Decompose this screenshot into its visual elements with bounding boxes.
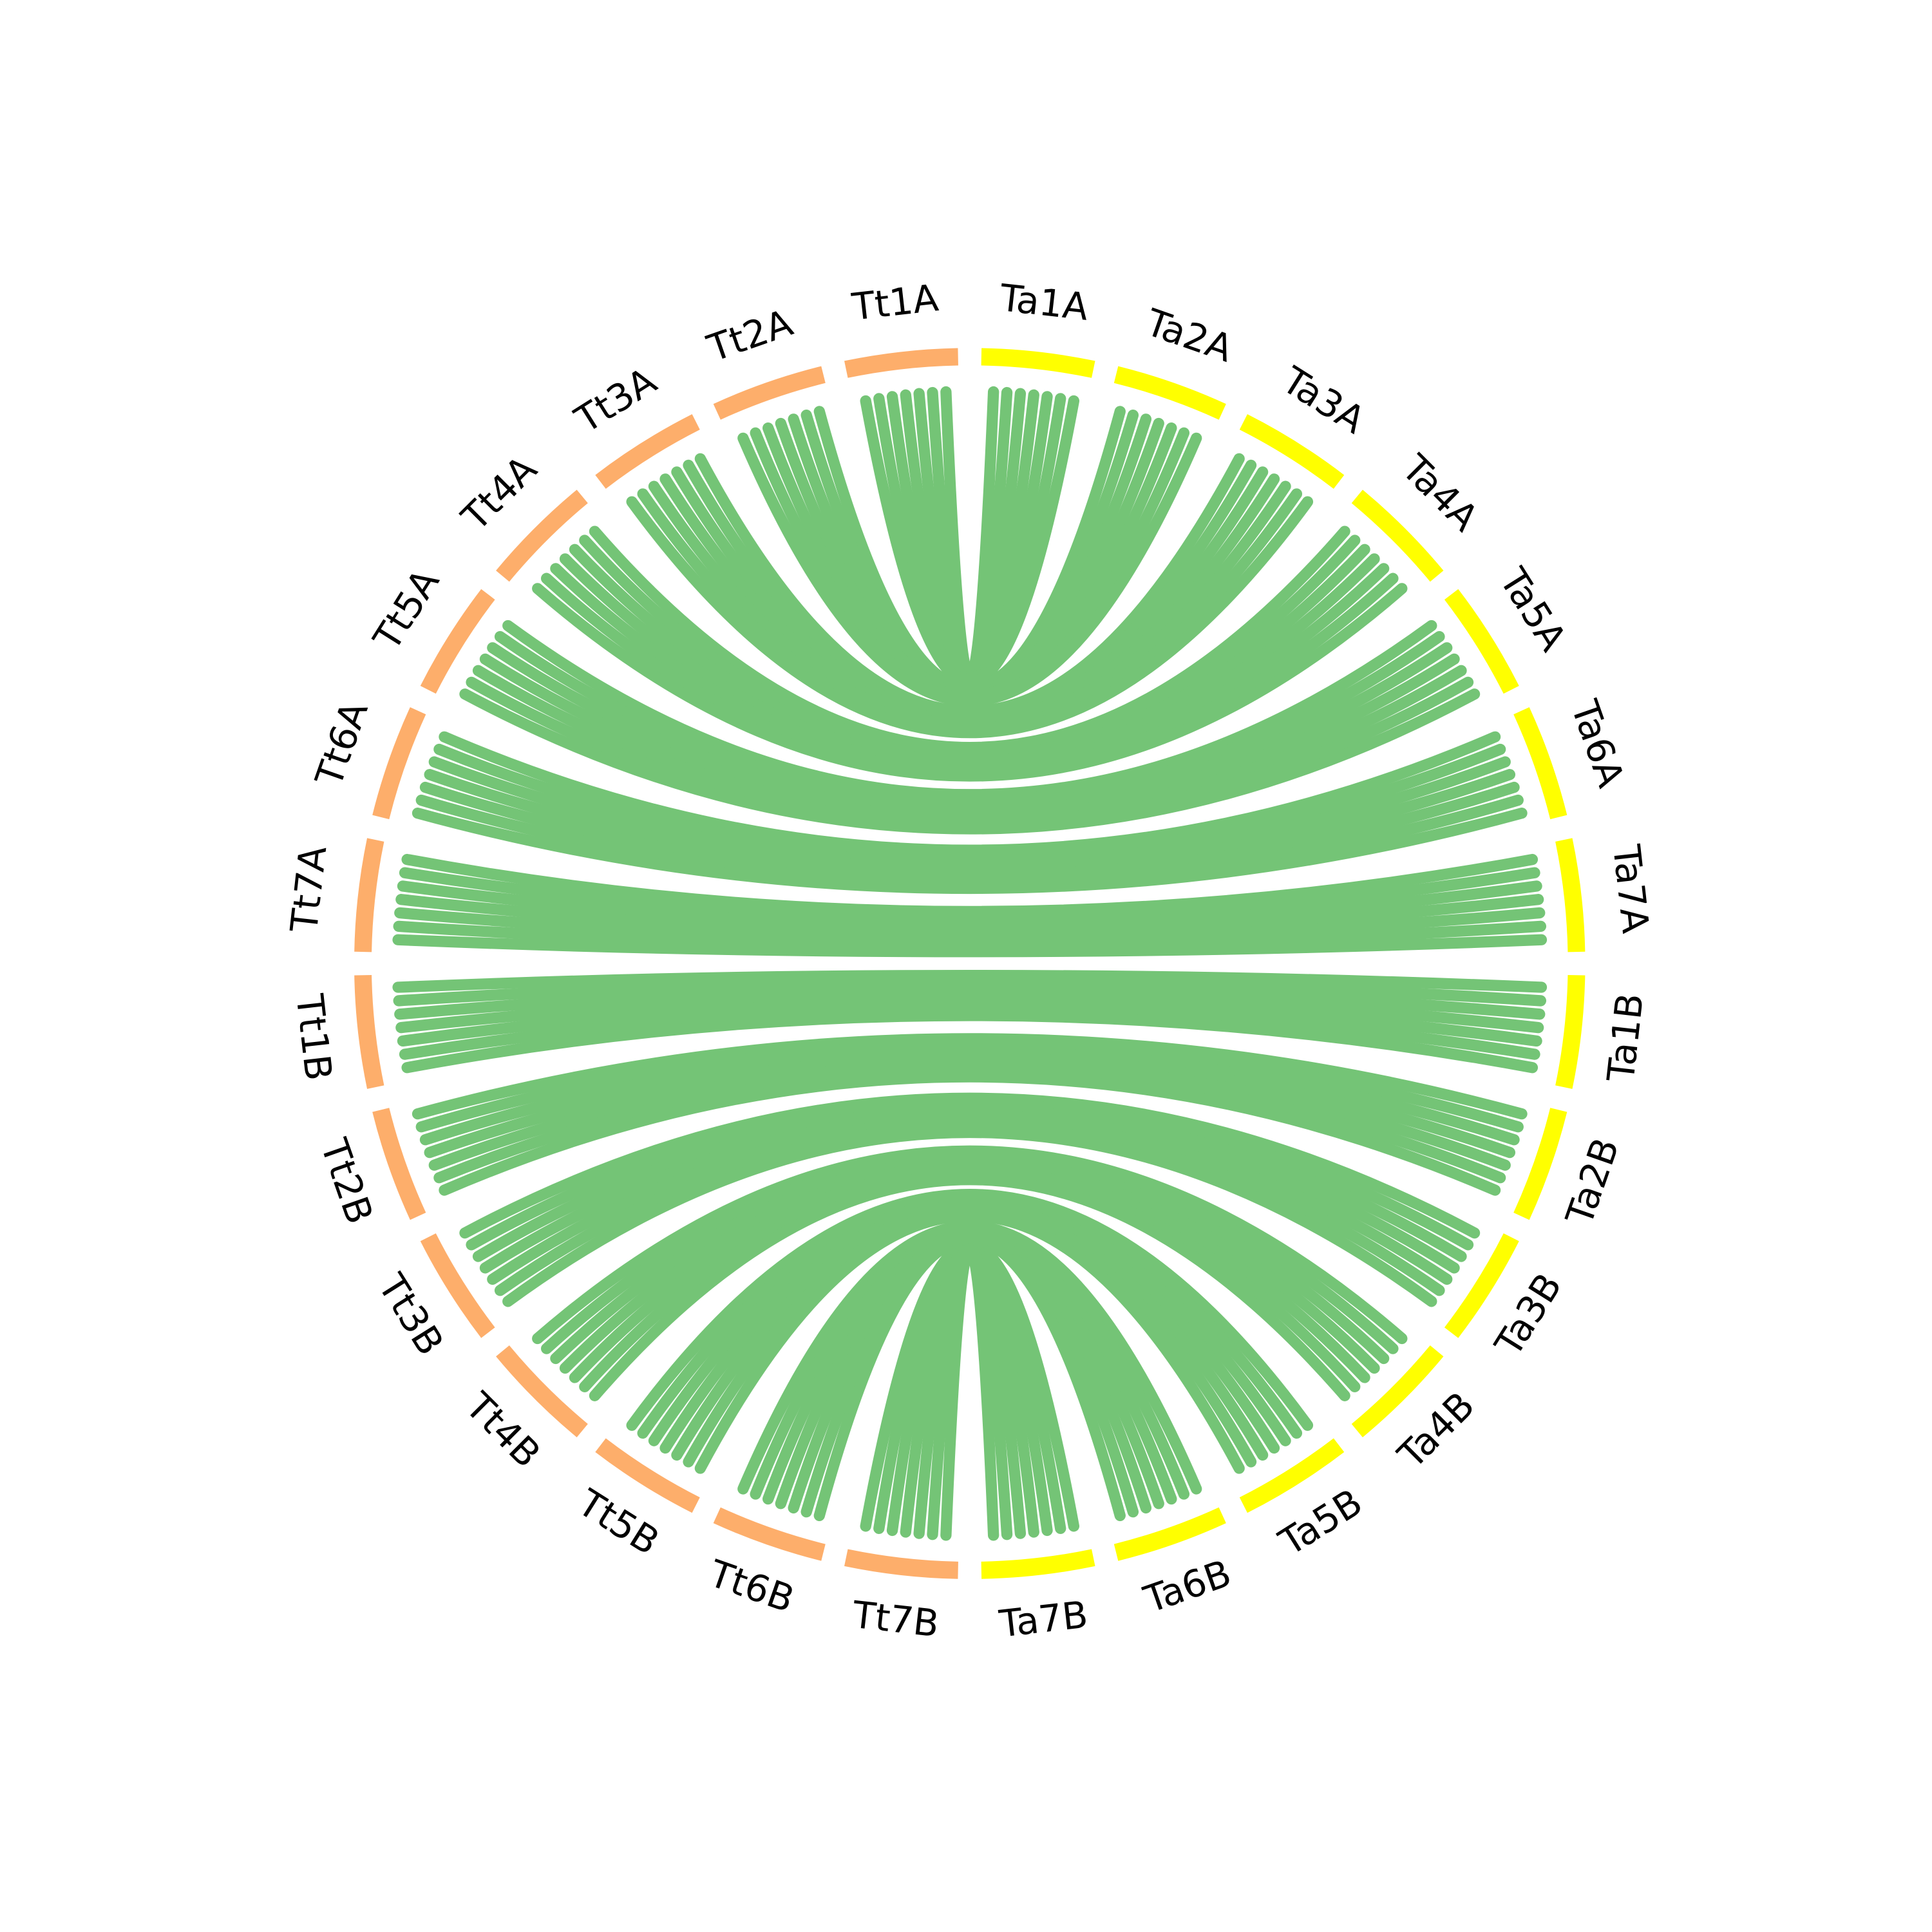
synteny-link [395, 894, 1544, 938]
chromosome-arc [354, 974, 384, 1089]
synteny-link [399, 867, 1540, 924]
chromosome-arc [1555, 974, 1586, 1089]
synteny-link [401, 853, 1539, 917]
synteny-link [532, 583, 1408, 782]
synteny-link [428, 1059, 1511, 1171]
synteny-link [472, 1104, 1467, 1262]
synteny-link [393, 976, 1546, 1007]
synteny-link [412, 808, 1528, 895]
chromosome-arc [595, 414, 700, 489]
synteny-link [392, 934, 1548, 958]
chromosome-label: Tt1B [287, 991, 341, 1083]
chromosome-arc [713, 366, 826, 420]
synteny-link [397, 880, 1542, 931]
synteny-link [472, 665, 1467, 823]
chromosome-arc [844, 1549, 958, 1579]
synteny-link [428, 756, 1511, 869]
chromosome-arc [844, 348, 958, 378]
chromosome-arc [1351, 1345, 1444, 1437]
chromosome-arc [1555, 838, 1586, 952]
synteny-link [433, 1065, 1506, 1184]
chromosome-arc [1239, 1438, 1345, 1513]
synteny-link [395, 990, 1544, 1034]
chromosome-arc [420, 589, 495, 694]
synteny-link [401, 1010, 1539, 1074]
chromosome-label: Ta7B [996, 1593, 1090, 1646]
synteny-link [487, 642, 1453, 811]
synteny-link [412, 1033, 1528, 1120]
chromosome-arc [1113, 1507, 1226, 1561]
chromosome-label: Tt1A [849, 276, 941, 329]
synteny-link [392, 969, 1548, 993]
chromosome-arc [372, 707, 426, 820]
chromosome-arc [1444, 1233, 1519, 1338]
synteny-link [466, 1098, 1474, 1251]
synteny-link [393, 920, 1546, 951]
synteny-link [694, 1210, 1245, 1474]
synteny-link [419, 1046, 1520, 1146]
synteny-link [479, 653, 1460, 817]
chromosome-arc [1513, 1108, 1567, 1220]
chromosome-arc [1239, 414, 1345, 489]
chromosome-arc [420, 1233, 495, 1338]
chromosome-arc [1351, 489, 1444, 582]
chromosome-label: Ta7A [1604, 842, 1658, 935]
synteny-link [459, 688, 1481, 835]
synteny-link [439, 1071, 1501, 1196]
synteny-link [394, 907, 1546, 944]
synteny-link [419, 781, 1520, 882]
chromosome-arc [981, 348, 1095, 378]
chromosome-arc [1113, 366, 1226, 420]
chromosome-label: Tt7B [850, 1593, 942, 1646]
links [392, 386, 1548, 1541]
chromosome-arc [354, 838, 384, 952]
chromosome-arc [1444, 589, 1519, 694]
synteny-link [737, 432, 1202, 706]
chromosome-arc [496, 1345, 588, 1437]
synteny-link [399, 1003, 1540, 1060]
chromosome-label: Ta1B [1598, 991, 1652, 1084]
chromosome-arc [981, 1549, 1095, 1579]
synteny-link [466, 676, 1474, 829]
synteny-link [626, 496, 1314, 739]
synteny-link [424, 769, 1516, 875]
chromosome-arc [595, 1438, 700, 1513]
synteny-link [424, 1052, 1516, 1159]
synteny-link [459, 1092, 1481, 1239]
synteny-link [940, 1244, 999, 1541]
synteny-link [439, 731, 1501, 856]
synteny-link [589, 1174, 1350, 1401]
synteny-link [494, 630, 1445, 806]
chromosome-arc [496, 489, 588, 582]
synteny-link [415, 794, 1524, 888]
synteny-link [397, 996, 1542, 1047]
chromosome-arc [372, 1108, 426, 1220]
chromosome-arc [1513, 707, 1567, 820]
chromosome-label: Ta1A [997, 276, 1090, 329]
chromosome-arc [713, 1507, 826, 1561]
synteny-link [433, 743, 1506, 862]
chromosome-label: Tt7A [282, 844, 336, 935]
synteny-link [502, 1126, 1437, 1307]
synteny-link [394, 983, 1546, 1020]
synteny-link [415, 1039, 1524, 1133]
